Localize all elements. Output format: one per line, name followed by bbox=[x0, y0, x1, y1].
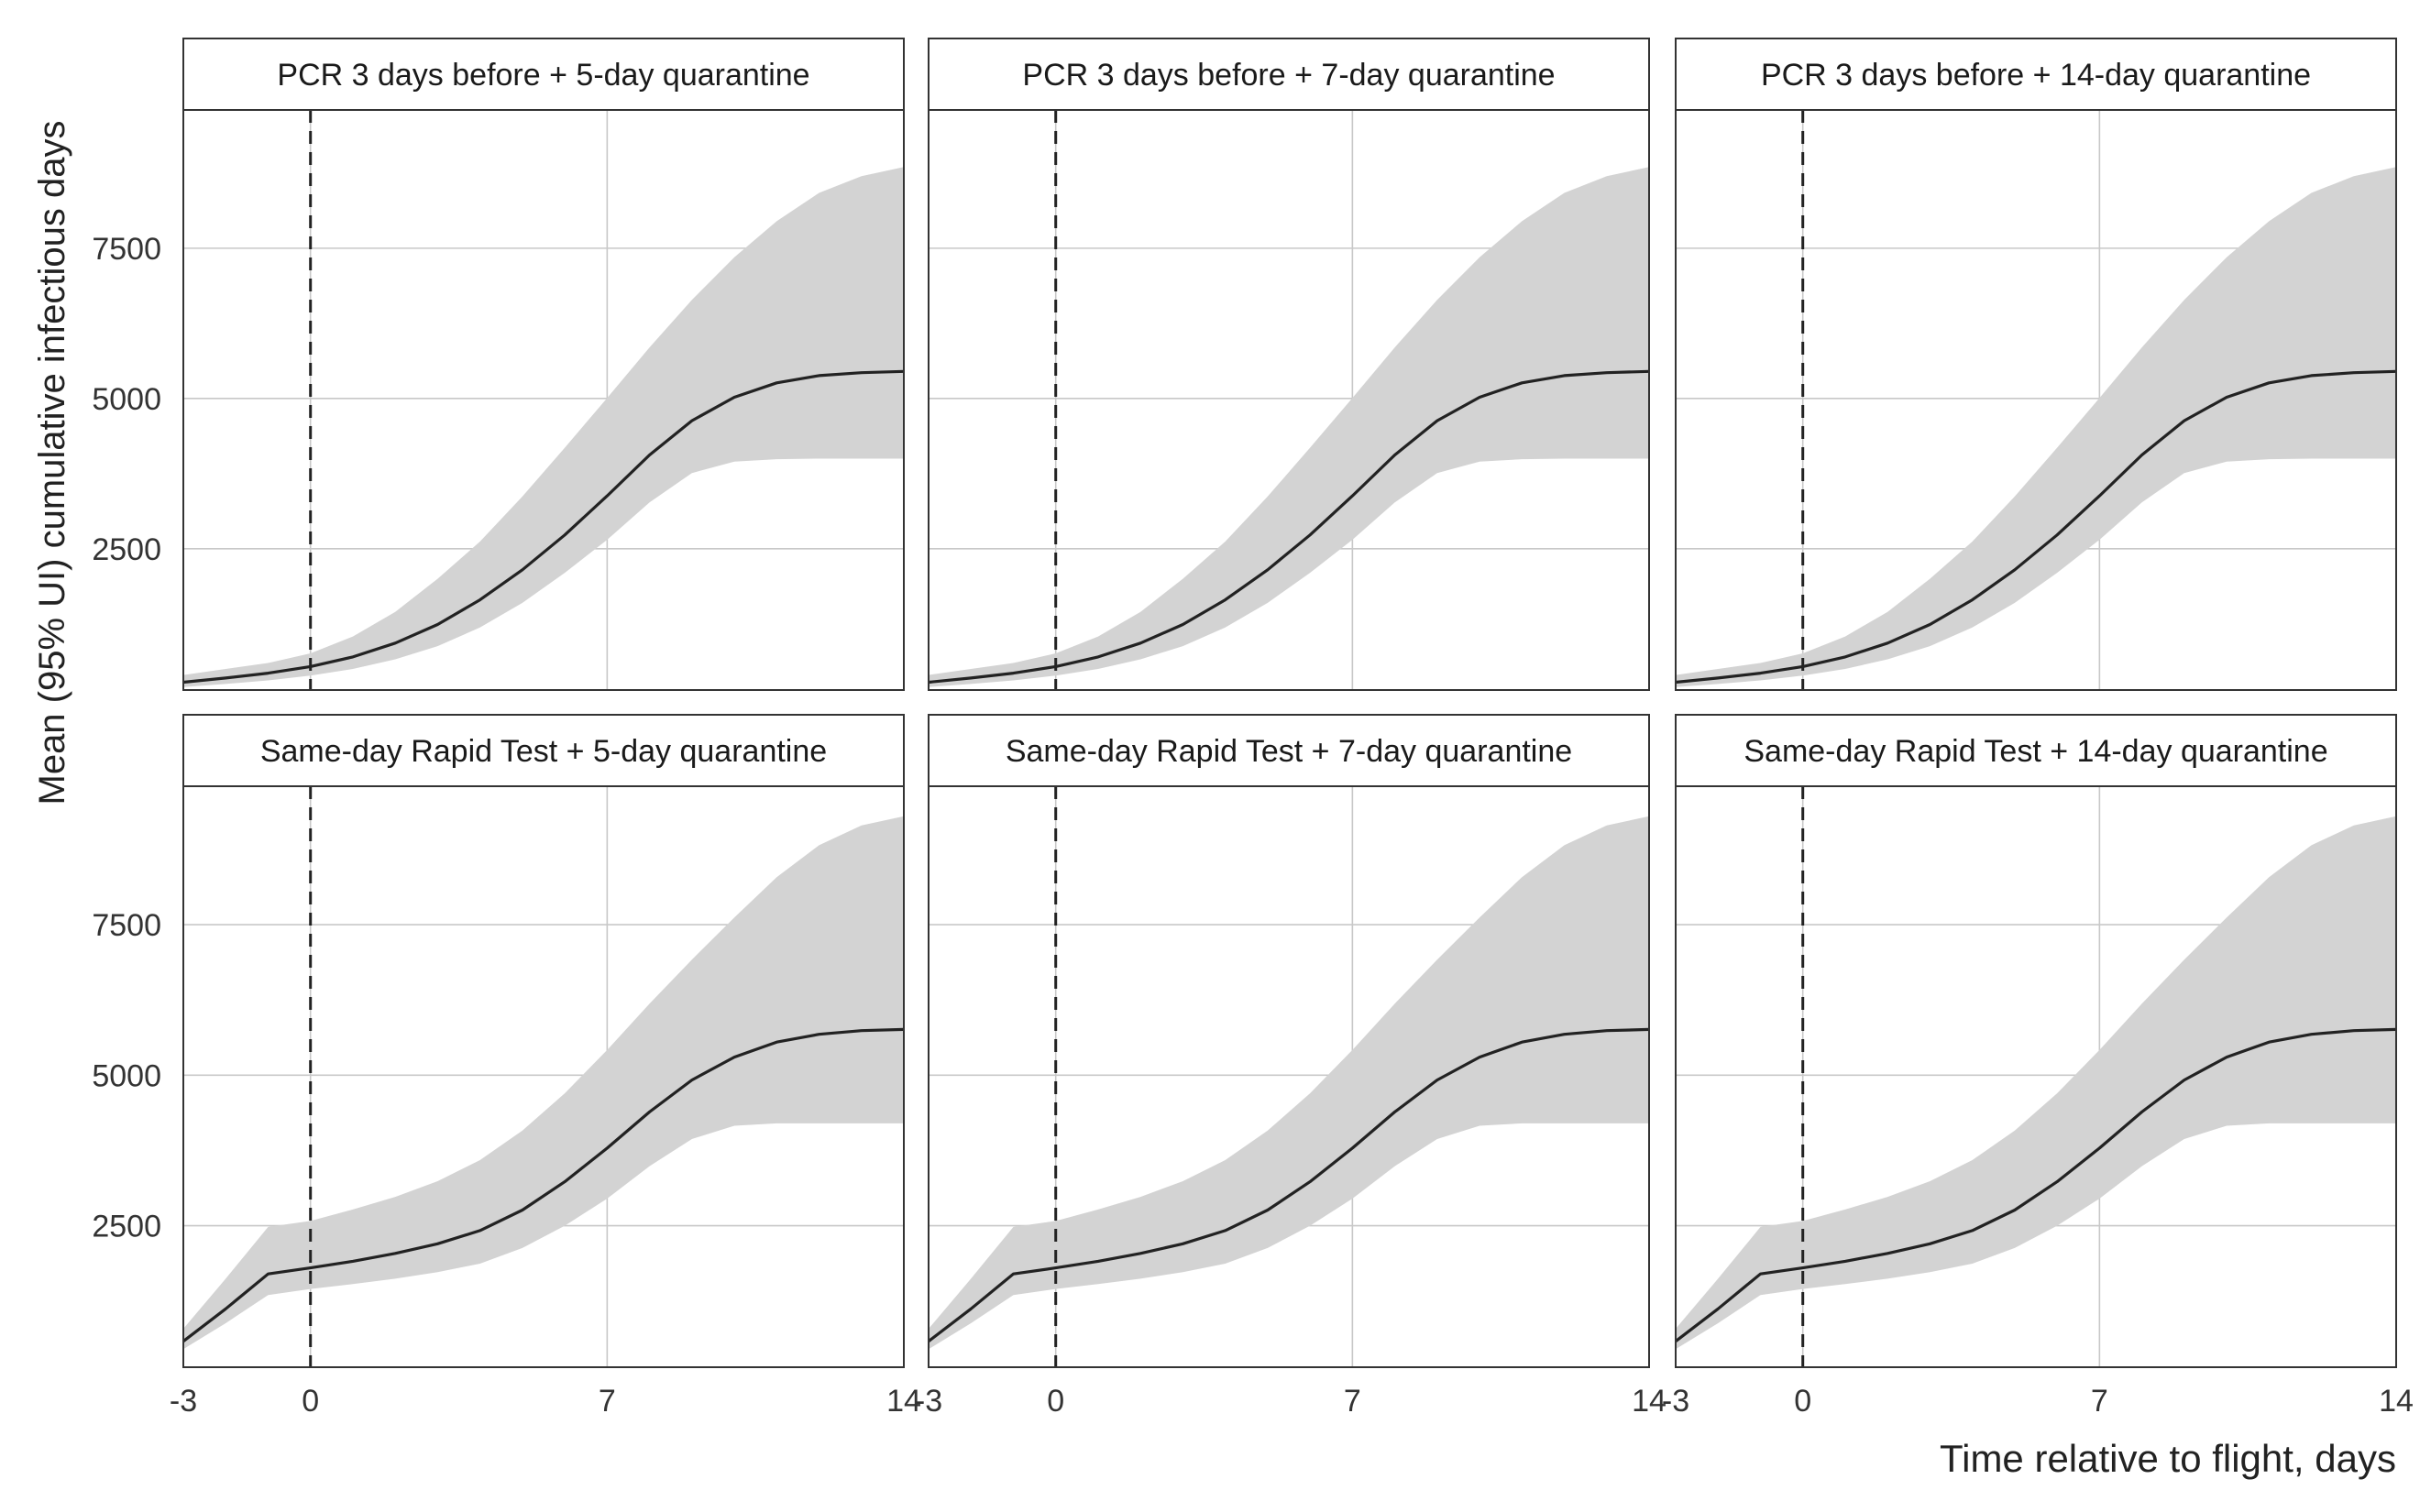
panel-frame bbox=[928, 785, 1650, 1368]
panel-4: Same-day Rapid Test + 7-day quarantine -3… bbox=[915, 714, 1666, 1419]
mean-line bbox=[182, 1027, 905, 1342]
panel-frame bbox=[1675, 785, 2397, 1368]
mean-line bbox=[182, 369, 905, 685]
panel-title: Same-day Rapid Test + 14-day quarantine bbox=[1744, 734, 2327, 769]
panel-3: Same-day Rapid Test + 5-day quarantine 25… bbox=[92, 714, 921, 1419]
x-tick-label: 14 bbox=[2379, 1384, 2414, 1419]
mean-line bbox=[1675, 369, 2397, 685]
y-tick-label: 2500 bbox=[92, 1210, 161, 1244]
panel-strip bbox=[182, 714, 905, 787]
x-tick-label: 7 bbox=[599, 1384, 616, 1419]
x-tick-label: 14 bbox=[1632, 1384, 1666, 1419]
x-tick-label: 0 bbox=[1047, 1384, 1064, 1419]
panel-title: PCR 3 days before + 14-day quarantine bbox=[1761, 58, 2311, 93]
uncertainty-ribbon bbox=[929, 816, 1649, 1350]
panel-strip bbox=[928, 714, 1650, 787]
mean-line bbox=[928, 369, 1650, 685]
x-tick-label: 14 bbox=[886, 1384, 921, 1419]
panel-strip bbox=[928, 38, 1650, 111]
y-tick-label: 7500 bbox=[92, 908, 161, 943]
uncertainty-ribbon bbox=[183, 167, 904, 687]
panel-strip bbox=[182, 38, 905, 111]
y-tick-label: 2500 bbox=[92, 532, 161, 567]
panel-title: Same-day Rapid Test + 5-day quarantine bbox=[260, 734, 827, 769]
x-tick-label: -3 bbox=[1662, 1384, 1689, 1419]
x-tick-label: -3 bbox=[915, 1384, 942, 1419]
y-axis-title: Mean (95% UI) cumulative infectious days bbox=[32, 121, 72, 805]
panel-frame bbox=[928, 109, 1650, 691]
mean-line bbox=[1675, 1027, 2397, 1342]
panel-frame bbox=[182, 785, 905, 1368]
uncertainty-ribbon bbox=[183, 816, 904, 1350]
uncertainty-ribbon bbox=[1676, 816, 2396, 1350]
y-tick-label: 7500 bbox=[92, 232, 161, 267]
panel-strip bbox=[1675, 714, 2397, 787]
panel-frame bbox=[182, 109, 905, 691]
x-tick-label: -3 bbox=[170, 1384, 197, 1419]
y-tick-label: 5000 bbox=[92, 382, 161, 417]
uncertainty-ribbon bbox=[1676, 167, 2396, 687]
mean-line bbox=[928, 1027, 1650, 1342]
panel-5: Same-day Rapid Test + 14-day quarantine -… bbox=[1662, 714, 2414, 1419]
x-axis-title: Time relative to flight, days bbox=[1940, 1437, 2396, 1480]
x-tick-label: 7 bbox=[2091, 1384, 2108, 1419]
panel-0: PCR 3 days before + 5-day quarantine 2500… bbox=[92, 38, 905, 691]
panel-2: PCR 3 days before + 14-day quarantine bbox=[1675, 38, 2397, 691]
x-tick-label: 0 bbox=[302, 1384, 319, 1419]
uncertainty-ribbon bbox=[929, 167, 1649, 687]
panel-title: PCR 3 days before + 5-day quarantine bbox=[277, 58, 809, 93]
panel-title: Same-day Rapid Test + 7-day quarantine bbox=[1006, 734, 1572, 769]
y-tick-label: 5000 bbox=[92, 1058, 161, 1093]
x-tick-label: 0 bbox=[1794, 1384, 1811, 1419]
x-tick-label: 7 bbox=[1344, 1384, 1361, 1419]
panel-1: PCR 3 days before + 7-day quarantine bbox=[928, 38, 1650, 691]
panel-title: PCR 3 days before + 7-day quarantine bbox=[1022, 58, 1555, 93]
panel-frame bbox=[1675, 109, 2397, 691]
